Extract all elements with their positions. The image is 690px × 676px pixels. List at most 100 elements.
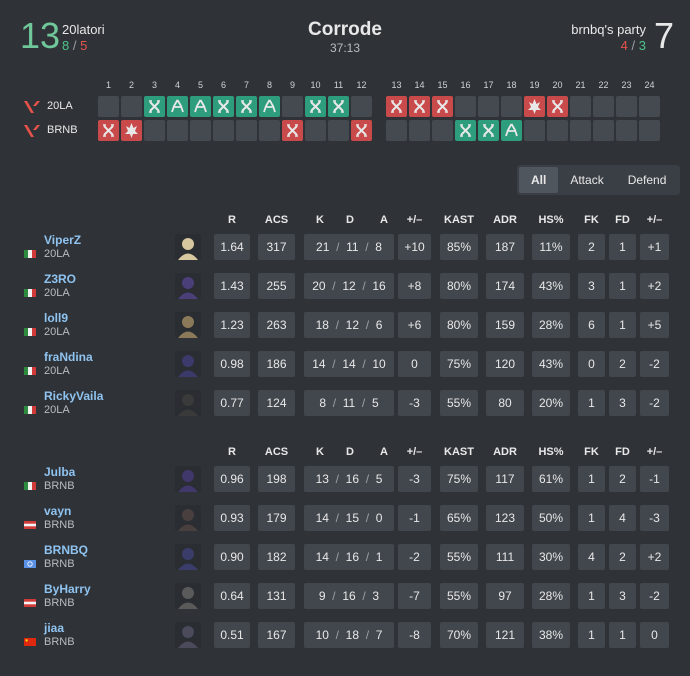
round-result-tile[interactable] xyxy=(386,120,407,141)
column-header[interactable]: A xyxy=(380,214,388,226)
column-header[interactable]: D xyxy=(346,214,354,226)
round-result-tile[interactable] xyxy=(501,120,522,141)
player-name-link[interactable]: jiaa xyxy=(44,621,65,635)
player-name-link[interactable]: BRNBQ xyxy=(44,543,88,557)
column-header[interactable]: A xyxy=(380,446,388,458)
round-result-tile[interactable] xyxy=(144,96,165,117)
player-name-link[interactable]: loll9 xyxy=(44,311,69,325)
round-result-tile[interactable] xyxy=(593,120,614,141)
round-result-tile[interactable] xyxy=(259,120,280,141)
column-header[interactable]: FD xyxy=(615,446,630,458)
assists: 7 xyxy=(375,628,383,642)
column-header[interactable]: FD xyxy=(615,214,630,226)
left-team-name[interactable]: 20latori xyxy=(62,22,105,37)
column-header[interactable]: R xyxy=(228,446,236,458)
round-result-tile[interactable] xyxy=(639,120,660,141)
stat-fpm-cell: -2 xyxy=(640,390,669,416)
round-result-tile[interactable] xyxy=(144,120,165,141)
column-header[interactable]: KAST xyxy=(444,214,474,226)
round-result-tile[interactable] xyxy=(478,120,499,141)
round-result-tile[interactable] xyxy=(328,96,349,117)
kda-cell: 14 / 15 / 0 xyxy=(304,505,394,531)
player-name-link[interactable]: vayn xyxy=(44,504,72,518)
round-result-tile[interactable] xyxy=(524,120,545,141)
round-result-tile[interactable] xyxy=(305,120,326,141)
round-result-tile[interactable] xyxy=(305,96,326,117)
round-result-tile[interactable] xyxy=(386,96,407,117)
round-result-tile[interactable] xyxy=(282,96,303,117)
round-result-tile[interactable] xyxy=(455,96,476,117)
round-result-tile[interactable] xyxy=(351,120,372,141)
round-result-tile[interactable] xyxy=(328,120,349,141)
column-header[interactable]: HS% xyxy=(538,214,564,226)
column-header[interactable]: FK xyxy=(584,446,599,458)
right-team-name[interactable]: brnbq's party xyxy=(571,22,646,37)
round-result-tile[interactable] xyxy=(236,120,257,141)
round-result-tile[interactable] xyxy=(351,96,372,117)
country-flag xyxy=(24,633,36,646)
round-result-tile[interactable] xyxy=(190,96,211,117)
round-result-tile[interactable] xyxy=(616,120,637,141)
round-result-tile[interactable] xyxy=(213,96,234,117)
column-header[interactable]: +/– xyxy=(646,446,663,458)
player-name-link[interactable]: ByHarry xyxy=(44,582,91,596)
valorant-logo-icon xyxy=(24,124,40,142)
column-header[interactable]: ACS xyxy=(264,446,289,458)
filter-defend[interactable]: Defend xyxy=(627,173,667,187)
round-result-tile[interactable] xyxy=(282,120,303,141)
column-header[interactable]: ACS xyxy=(264,214,289,226)
filter-all[interactable]: All xyxy=(519,167,559,193)
round-result-tile[interactable] xyxy=(478,96,499,117)
round-result-tile[interactable] xyxy=(547,120,568,141)
round-result-tile[interactable] xyxy=(167,120,188,141)
player-name-link[interactable]: Julba xyxy=(44,465,76,479)
filter-attack[interactable]: Attack xyxy=(570,173,604,187)
stat-hs-cell: 43% xyxy=(532,351,570,377)
column-header[interactable]: +/– xyxy=(406,446,423,458)
round-result-tile[interactable] xyxy=(501,96,522,117)
round-result-tile[interactable] xyxy=(639,96,660,117)
round-result-tile[interactable] xyxy=(593,96,614,117)
round-result-tile[interactable] xyxy=(259,96,280,117)
column-header[interactable]: K xyxy=(316,446,324,458)
player-name-link[interactable]: ViperZ xyxy=(44,233,82,247)
round-result-tile[interactable] xyxy=(213,120,234,141)
player-name-link[interactable]: RickyVaila xyxy=(44,389,104,403)
column-header[interactable]: HS% xyxy=(538,446,564,458)
round-number: 8 xyxy=(266,80,272,90)
stat-acs-cell: 167 xyxy=(258,622,295,648)
round-result-tile[interactable] xyxy=(432,120,453,141)
column-header[interactable]: D xyxy=(346,446,354,458)
round-result-tile[interactable] xyxy=(167,96,188,117)
round-result-tile[interactable] xyxy=(236,96,257,117)
player-name-link[interactable]: fraNdina xyxy=(44,350,93,364)
round-result-tile[interactable] xyxy=(98,96,119,117)
round-result-tile[interactable] xyxy=(570,120,591,141)
column-header[interactable]: K xyxy=(316,214,324,226)
column-header[interactable]: ADR xyxy=(493,214,517,226)
round-result-tile[interactable] xyxy=(455,120,476,141)
column-header[interactable]: +/– xyxy=(646,214,663,226)
round-result-tile[interactable] xyxy=(409,120,430,141)
round-result-tile[interactable] xyxy=(121,96,142,117)
round-result-tile[interactable] xyxy=(570,96,591,117)
round-number: 1 xyxy=(105,80,111,90)
column-header[interactable]: ADR xyxy=(493,446,517,458)
column-header[interactable]: KAST xyxy=(444,446,474,458)
column-header[interactable]: FK xyxy=(584,214,599,226)
spike-explosion-icon xyxy=(125,123,138,138)
round-result-tile[interactable] xyxy=(121,120,142,141)
round-result-tile[interactable] xyxy=(190,120,211,141)
player-name-link[interactable]: Z3RO xyxy=(44,272,77,286)
round-result-tile[interactable] xyxy=(547,96,568,117)
round-result-tile[interactable] xyxy=(432,96,453,117)
round-result-tile[interactable] xyxy=(524,96,545,117)
round-result-tile[interactable] xyxy=(98,120,119,141)
stat-r-cell: 1.43 xyxy=(214,273,250,299)
round-result-tile[interactable] xyxy=(616,96,637,117)
round-result-tile[interactable] xyxy=(409,96,430,117)
column-header[interactable]: +/– xyxy=(406,214,423,226)
stat-fpm-cell: +1 xyxy=(640,234,669,260)
column-header[interactable]: R xyxy=(228,214,236,226)
round-number: 11 xyxy=(333,80,344,90)
